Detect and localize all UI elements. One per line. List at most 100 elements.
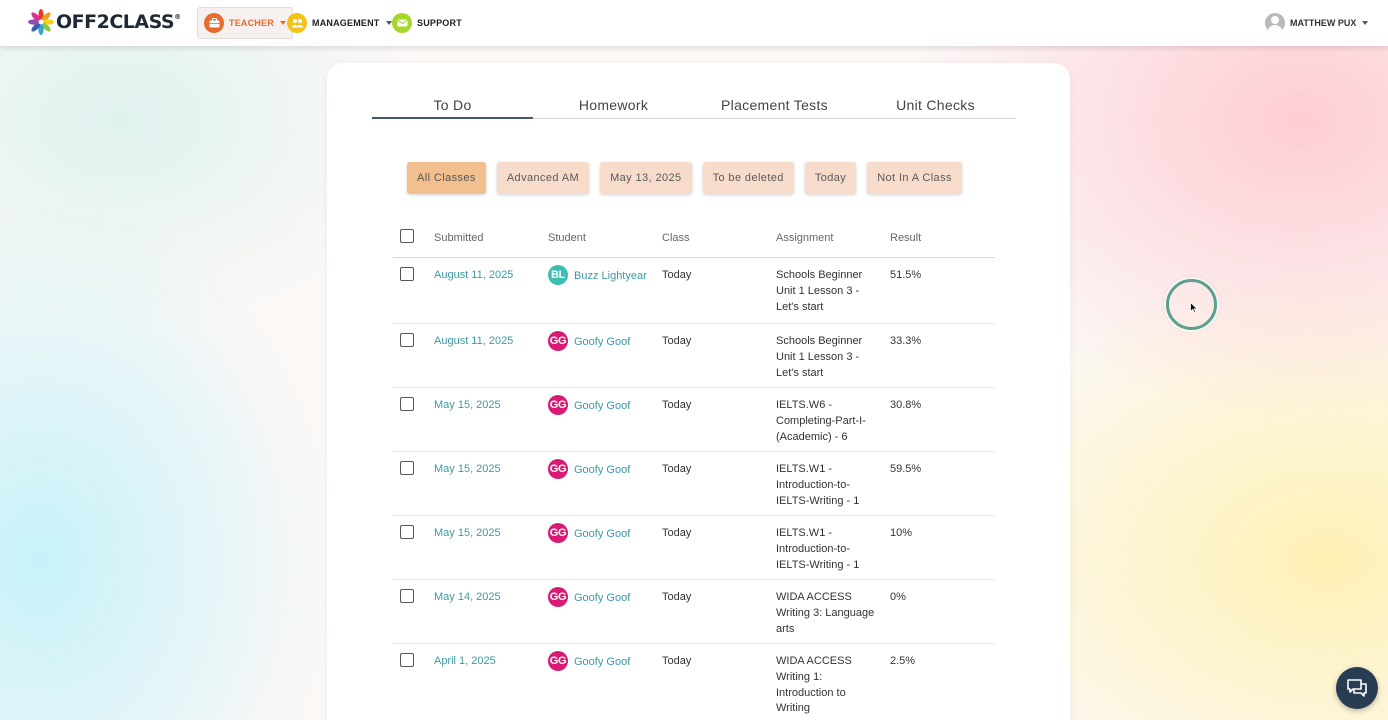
result-value: 2.5%	[890, 655, 916, 667]
nav-management-label: MANAGEMENT	[312, 18, 380, 28]
student-name: Goofy Goof	[574, 400, 631, 412]
row-select-checkbox[interactable]	[400, 461, 414, 475]
row-select-checkbox[interactable]	[400, 333, 414, 347]
student-name: Goofy Goof	[574, 336, 631, 348]
tab-unit-checks[interactable]: Unit Checks	[896, 97, 975, 113]
result-value: 51.5%	[890, 269, 922, 281]
header-assignment[interactable]: Assignment	[776, 232, 834, 244]
chevron-down-icon	[1362, 21, 1369, 25]
submitted-date-link[interactable]: August 11, 2025	[434, 335, 514, 347]
student-name: Goofy Goof	[574, 592, 631, 604]
row-select-checkbox[interactable]	[400, 525, 414, 539]
submitted-date-link[interactable]: May 15, 2025	[434, 527, 501, 539]
result-value: 10%	[890, 527, 913, 539]
chevron-down-icon	[279, 21, 286, 25]
assignment-name: IELTS.W1 - Introduction-to-IELTS-Writing…	[776, 527, 860, 571]
click-indicator-ring	[1166, 279, 1217, 330]
submitted-date-link[interactable]: May 15, 2025	[434, 463, 501, 475]
class-name: Today	[662, 463, 692, 475]
filter-not-in-a-class[interactable]: Not In A Class	[867, 162, 962, 194]
student-link[interactable]: GG Goofy Goof	[548, 394, 648, 418]
student-link[interactable]: GG Goofy Goof	[548, 330, 648, 354]
briefcase-icon	[204, 13, 224, 33]
student-link[interactable]: BL Buzz Lightyear	[548, 264, 648, 288]
chevron-down-icon	[385, 21, 392, 25]
class-filter-bar: All Classes Advanced AM May 13, 2025 To …	[407, 162, 973, 194]
filter-all-classes[interactable]: All Classes	[407, 162, 486, 194]
select-all-checkbox[interactable]	[400, 229, 414, 243]
envelope-icon	[392, 13, 412, 33]
student-link[interactable]: GG Goofy Goof	[548, 522, 648, 546]
table-row: May 15, 2025 GG Goofy Goof Today IELTS.W1 - …	[393, 516, 995, 580]
student-avatar: GG	[548, 651, 568, 672]
filter-may-13-2025[interactable]: May 13, 2025	[600, 162, 692, 194]
row-select-checkbox[interactable]	[400, 589, 414, 603]
class-name: Today	[662, 269, 692, 281]
class-name: Today	[662, 527, 692, 539]
submissions-table: Submitted Student Class Assignment Resul…	[393, 223, 995, 720]
people-icon	[287, 13, 307, 33]
nav-support-label: SUPPORT	[417, 18, 462, 28]
table-row: May 15, 2025 GG Goofy Goof Today IELTS.W1 - …	[393, 452, 995, 516]
tab-homework[interactable]: Homework	[578, 97, 649, 113]
student-name: Goofy Goof	[574, 656, 631, 668]
filter-to-be-deleted[interactable]: To be deleted	[702, 162, 794, 194]
student-avatar: BL	[548, 265, 568, 286]
submitted-date-link[interactable]: April 1, 2025	[434, 655, 496, 667]
top-navigation-bar: OFF2CLASS® TEACHER MANAGEMENT SUPPORT MA…	[0, 0, 1388, 46]
student-link[interactable]: GG Goofy Goof	[548, 650, 648, 674]
table-body: August 11, 2025 BL Buzz Lightyear Today Scho…	[393, 258, 995, 720]
table-row: May 14, 2025 GG Goofy Goof Today WIDA ACCESS…	[393, 580, 995, 644]
student-avatar: GG	[548, 587, 568, 608]
result-value: 30.8%	[890, 399, 922, 411]
assignment-name: IELTS.W6 - Completing-Part-I-(Academic) …	[776, 399, 866, 443]
nav-support-link[interactable]: SUPPORT	[392, 7, 462, 39]
assignment-name: WIDA ACCESS Writing 3: Language arts	[776, 591, 875, 635]
class-name: Today	[662, 655, 692, 667]
student-link[interactable]: GG Goofy Goof	[548, 458, 648, 482]
off2class-logo[interactable]: OFF2CLASS®	[28, 8, 181, 36]
header-submitted[interactable]: Submitted	[434, 232, 484, 244]
logo-text: OFF2CLASS®	[56, 11, 181, 33]
class-name: Today	[662, 591, 692, 603]
student-avatar: GG	[548, 395, 568, 416]
user-avatar-icon	[1265, 13, 1285, 33]
result-value: 33.3%	[890, 335, 922, 347]
filter-advanced-am[interactable]: Advanced AM	[496, 162, 590, 194]
header-student[interactable]: Student	[548, 232, 586, 244]
flower-logo-icon	[28, 9, 54, 35]
table-header: Submitted Student Class Assignment Resul…	[393, 223, 995, 258]
class-name: Today	[662, 335, 692, 347]
filter-today[interactable]: Today	[804, 162, 857, 194]
assignment-tabs: To Do Homework Placement Tests Unit Chec…	[372, 91, 1016, 119]
class-name: Today	[662, 399, 692, 411]
student-link[interactable]: GG Goofy Goof	[548, 586, 648, 610]
row-select-checkbox[interactable]	[400, 397, 414, 411]
nav-teacher-label: TEACHER	[229, 18, 274, 28]
header-class[interactable]: Class	[662, 232, 690, 244]
nav-teacher-menu[interactable]: TEACHER	[197, 7, 293, 39]
tab-placement-tests[interactable]: Placement Tests	[721, 97, 828, 113]
row-select-checkbox[interactable]	[400, 653, 414, 667]
assignment-name: Schools Beginner Unit 1 Lesson 3 - Let's…	[776, 269, 863, 313]
assignment-name: IELTS.W1 - Introduction-to-IELTS-Writing…	[776, 463, 860, 507]
assignment-name: Schools Beginner Unit 1 Lesson 3 - Let's…	[776, 335, 863, 379]
header-result[interactable]: Result	[890, 232, 922, 244]
student-avatar: GG	[548, 459, 568, 480]
table-row: August 11, 2025 BL Buzz Lightyear Today Scho…	[393, 258, 995, 324]
student-name: Goofy Goof	[574, 464, 631, 476]
result-value: 59.5%	[890, 463, 922, 475]
row-select-checkbox[interactable]	[400, 267, 414, 281]
tab-to-do[interactable]: To Do	[372, 91, 533, 119]
nav-management-menu[interactable]: MANAGEMENT	[287, 7, 392, 39]
user-name: MATTHEW PUX	[1290, 18, 1357, 28]
chat-support-button[interactable]	[1336, 667, 1378, 709]
table-row: August 11, 2025 GG Goofy Goof Today Schools …	[393, 324, 995, 388]
assignment-name: WIDA ACCESS Writing 1: Introduction to W…	[776, 655, 852, 715]
submitted-date-link[interactable]: May 15, 2025	[434, 399, 501, 411]
submitted-date-link[interactable]: May 14, 2025	[434, 591, 501, 603]
table-row: May 15, 2025 GG Goofy Goof Today IELTS.W6 - …	[393, 388, 995, 452]
submitted-date-link[interactable]: August 11, 2025	[434, 269, 514, 281]
user-account-menu[interactable]: MATTHEW PUX	[1265, 13, 1369, 33]
mouse-pointer-icon	[1190, 302, 1198, 314]
